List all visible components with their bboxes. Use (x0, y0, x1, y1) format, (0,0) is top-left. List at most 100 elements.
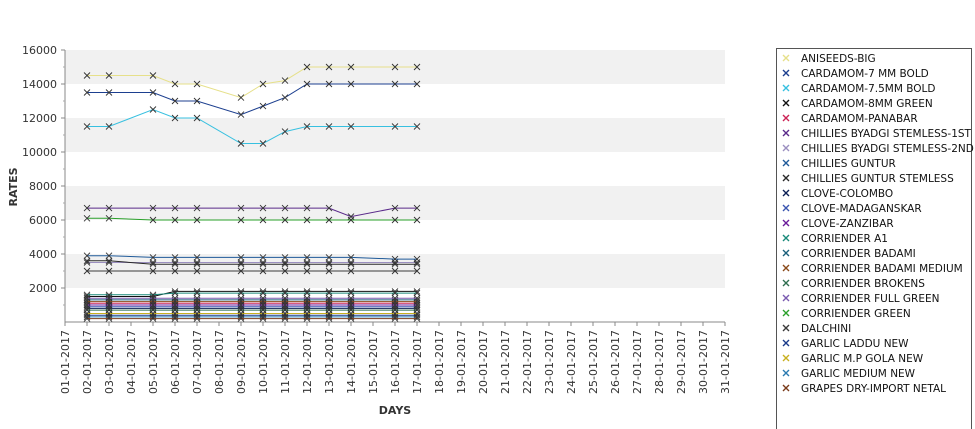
data-point (171, 294, 179, 302)
data-point (281, 267, 289, 275)
legend-marker (782, 114, 790, 122)
x-axis-title: DAYS (379, 404, 412, 417)
data-point (347, 260, 355, 268)
x-tick-label: 13-01-2017 (323, 330, 336, 394)
data-point (105, 204, 113, 212)
data-point (105, 252, 113, 260)
legend-item: DALCHINI (782, 323, 851, 335)
data-point (149, 294, 157, 302)
data-point (281, 216, 289, 224)
legend-label: GRAPES DRY-IMPORT NETAL (801, 383, 946, 395)
data-point (171, 80, 179, 88)
data-point (281, 294, 289, 302)
legend-label: CHILLIES BYADGI STEMLESS-2ND (801, 143, 974, 155)
data-point (171, 260, 179, 268)
data-point (391, 80, 399, 88)
data-point (83, 267, 91, 275)
data-point (281, 204, 289, 212)
data-point (347, 294, 355, 302)
data-point (413, 294, 421, 302)
data-point (149, 204, 157, 212)
data-point (237, 216, 245, 224)
data-point (171, 267, 179, 275)
legend-marker (782, 249, 790, 257)
legend-item: CLOVE-COLOMBO (782, 188, 893, 200)
x-tick-label: 03-01-2017 (103, 330, 116, 394)
x-tick-label: 19-01-2017 (455, 330, 468, 394)
legend-label: CORRIENDER FULL GREEN (801, 293, 939, 305)
legend-label: ANISEEDS-BIG (801, 53, 876, 65)
data-point (237, 289, 245, 297)
legend-label: CORRIENDER GREEN (801, 308, 911, 320)
legend-label: CORRIENDER BADAMI (801, 248, 916, 260)
legend-marker (782, 84, 790, 92)
legend-marker (782, 234, 790, 242)
data-point (149, 72, 157, 79)
data-point (259, 260, 267, 268)
data-point (193, 254, 201, 261)
data-point (237, 260, 245, 268)
data-point (259, 294, 267, 302)
x-tick-label: 06-01-2017 (169, 330, 182, 394)
data-point (149, 106, 157, 113)
data-point (281, 94, 289, 101)
data-point (237, 294, 245, 302)
legend-marker (782, 144, 790, 152)
data-point (237, 94, 245, 101)
data-point (83, 123, 91, 130)
legend-label: CLOVE-ZANZIBAR (801, 218, 894, 230)
data-point (259, 216, 267, 224)
data-point (149, 89, 157, 96)
data-point (413, 315, 421, 322)
data-point (171, 216, 179, 224)
data-point (303, 204, 311, 212)
data-point (347, 216, 355, 224)
legend-item: CORRIENDER BADAMI (782, 248, 916, 260)
x-tick-label: 10-01-2017 (257, 330, 270, 394)
legend-item: CHILLIES BYADGI STEMLESS-2ND (782, 143, 974, 155)
data-point (193, 267, 201, 275)
data-point (281, 77, 289, 84)
legend-label: CHILLIES BYADGI STEMLESS-1ST (801, 128, 972, 140)
series-layer (83, 63, 421, 322)
data-point (83, 315, 91, 322)
series-group (83, 294, 421, 302)
data-point (303, 267, 311, 275)
data-point (193, 294, 201, 302)
legend-label: GARLIC M.P GOLA NEW (801, 353, 924, 365)
x-tick-label: 29-01-2017 (675, 330, 688, 394)
data-point (193, 315, 201, 322)
data-point (259, 315, 267, 322)
data-point (391, 63, 399, 71)
y-tick-label: 12000 (22, 112, 57, 125)
legend-label: CORRIENDER BROKENS (801, 278, 925, 290)
data-point (237, 254, 245, 261)
data-point (193, 97, 201, 105)
x-tick-label: 20-01-2017 (477, 330, 490, 394)
data-point (413, 123, 421, 130)
data-point (413, 289, 421, 297)
x-tick-label: 27-01-2017 (631, 330, 644, 394)
legend-item: CARDAMOM-7.5MM BOLD (782, 83, 935, 95)
data-point (83, 72, 91, 79)
data-point (149, 260, 157, 268)
legend-item: CARDAMOM-7 MM BOLD (782, 68, 929, 80)
legend-marker (782, 369, 790, 377)
data-point (413, 267, 421, 275)
data-point (347, 254, 355, 261)
series-group (83, 267, 421, 275)
data-point (83, 214, 91, 222)
data-point (171, 254, 179, 261)
data-point (237, 267, 245, 275)
data-point (105, 123, 113, 130)
legend-item: CHILLIES GUNTUR STEMLESS (782, 173, 954, 185)
x-tick-label: 11-01-2017 (279, 330, 292, 394)
data-point (105, 257, 113, 265)
data-point (83, 89, 91, 96)
data-point (391, 260, 399, 268)
data-point (149, 315, 157, 322)
data-point (193, 114, 201, 122)
data-point (325, 267, 333, 275)
series-group (83, 106, 421, 147)
legend-marker (782, 339, 790, 347)
